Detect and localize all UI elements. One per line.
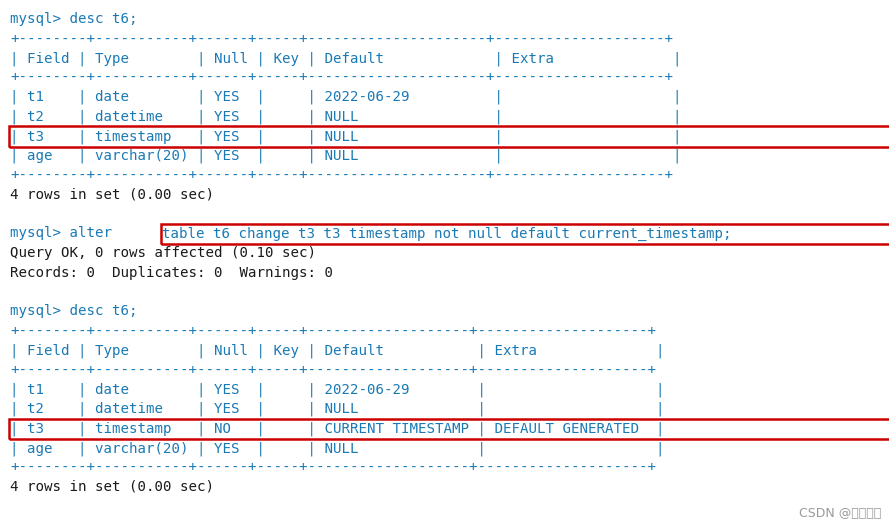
Text: +--------+-----------+------+-----+-------------------+--------------------+: +--------+-----------+------+-----+-----… (10, 460, 656, 475)
Bar (161, 223, 889, 244)
Text: | Field | Type        | Null | Key | Default           | Extra              |: | Field | Type | Null | Key | Default | … (10, 344, 664, 358)
Text: | t2    | datetime    | YES  |     | NULL                |                    |: | t2 | datetime | YES | | NULL | | (10, 109, 682, 124)
Text: mysql> alter: mysql> alter (10, 227, 121, 240)
Text: +--------+-----------+------+-----+-------------------+--------------------+: +--------+-----------+------+-----+-----… (10, 363, 656, 377)
Text: Records: 0  Duplicates: 0  Warnings: 0: Records: 0 Duplicates: 0 Warnings: 0 (10, 266, 333, 279)
Text: CSDN @两片空白: CSDN @两片空白 (798, 507, 881, 520)
Text: table t6 change t3 t3 timestamp not null default current_timestamp;: table t6 change t3 t3 timestamp not null… (162, 227, 732, 241)
Text: +--------+-----------+------+-----+-------------------+--------------------+: +--------+-----------+------+-----+-----… (10, 324, 656, 338)
Text: +--------+-----------+------+-----+---------------------+--------------------+: +--------+-----------+------+-----+-----… (10, 168, 673, 182)
Text: +--------+-----------+------+-----+---------------------+--------------------+: +--------+-----------+------+-----+-----… (10, 71, 673, 84)
Text: +--------+-----------+------+-----+---------------------+--------------------+: +--------+-----------+------+-----+-----… (10, 32, 673, 45)
Text: | Field | Type        | Null | Key | Default             | Extra              |: | Field | Type | Null | Key | Default | … (10, 51, 682, 65)
Text: Query OK, 0 rows affected (0.10 sec): Query OK, 0 rows affected (0.10 sec) (10, 246, 316, 260)
Text: | age   | varchar(20) | YES  |     | NULL                |                    |: | age | varchar(20) | YES | | NULL | | (10, 148, 682, 163)
Text: 4 rows in set (0.00 sec): 4 rows in set (0.00 sec) (10, 480, 214, 494)
Text: | t1    | date        | YES  |     | 2022-06-29        |                    |: | t1 | date | YES | | 2022-06-29 | | (10, 382, 664, 397)
Text: | t3    | timestamp   | NO   |     | CURRENT TIMESTAMP | DEFAULT GENERATED  |: | t3 | timestamp | NO | | CURRENT TIMEST… (10, 421, 664, 436)
Text: mysql> desc t6;: mysql> desc t6; (10, 305, 138, 318)
Text: mysql> desc t6;: mysql> desc t6; (10, 12, 138, 26)
Bar (9, 419, 889, 439)
Text: | t1    | date        | YES  |     | 2022-06-29          |                    |: | t1 | date | YES | | 2022-06-29 | | (10, 90, 682, 105)
Text: | age   | varchar(20) | YES  |     | NULL              |                    |: | age | varchar(20) | YES | | NULL | | (10, 441, 664, 456)
Bar (9, 126, 889, 146)
Text: | t2    | datetime    | YES  |     | NULL              |                    |: | t2 | datetime | YES | | NULL | | (10, 402, 664, 417)
Text: 4 rows in set (0.00 sec): 4 rows in set (0.00 sec) (10, 187, 214, 202)
Text: | t3    | timestamp   | YES  |     | NULL                |                    |: | t3 | timestamp | YES | | NULL | | (10, 129, 682, 144)
